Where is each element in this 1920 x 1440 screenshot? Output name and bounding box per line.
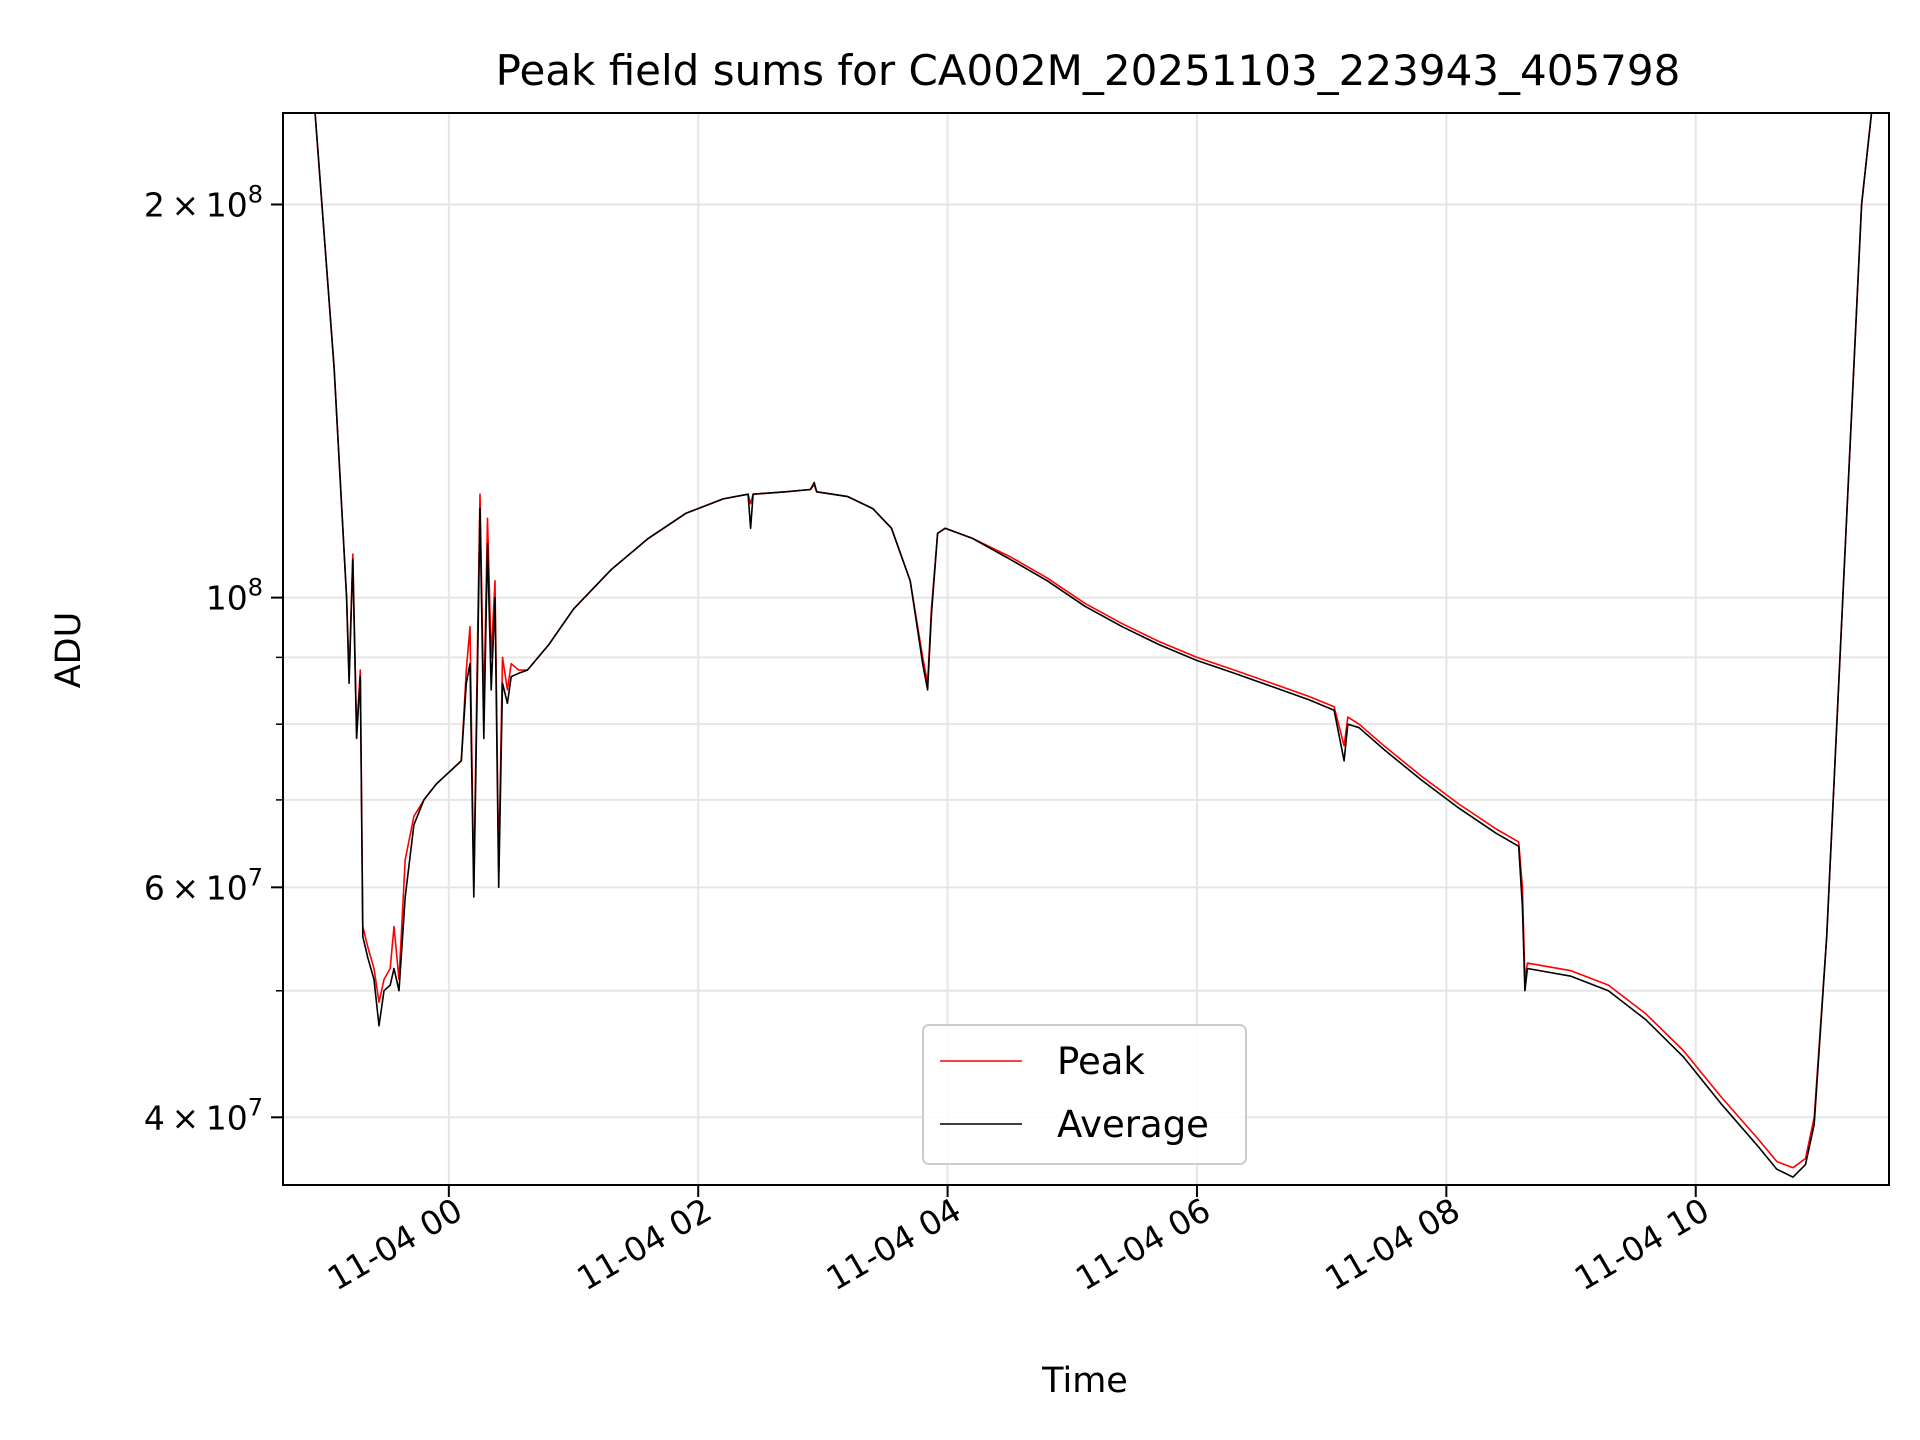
y-axis-label: ADU — [49, 612, 89, 689]
plot-frame — [282, 112, 1890, 1186]
legend-label-average: Average — [1057, 1103, 1209, 1146]
y-tick-label: 4 × 107 — [144, 1093, 263, 1137]
series-lines — [314, 113, 1873, 1178]
y-tick-label: 6 × 107 — [144, 863, 263, 907]
x-axis-label: Time — [1041, 1361, 1128, 1401]
legend-box — [922, 1024, 1247, 1165]
series-line-average — [314, 113, 1873, 1178]
legend: Peak Average — [922, 1024, 1247, 1165]
chart-title: Peak field sums for CA002M_20251103_2239… — [496, 46, 1681, 95]
legend-label-peak: Peak — [1057, 1040, 1145, 1083]
y-tick-label: 2 × 108 — [144, 180, 263, 224]
